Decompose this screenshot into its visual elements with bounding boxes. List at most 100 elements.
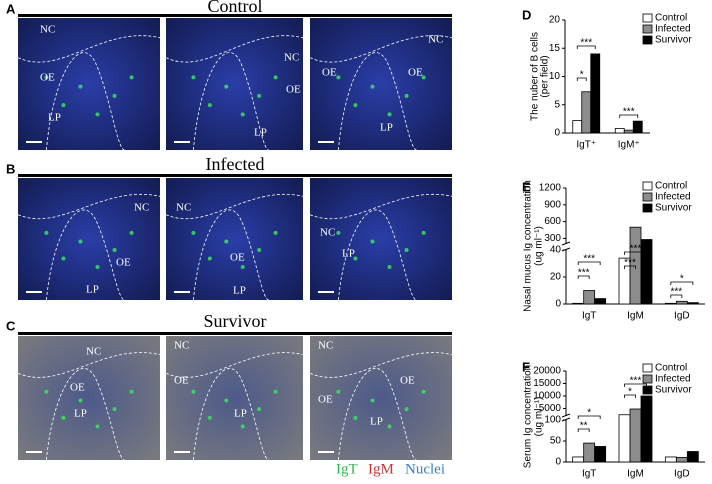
bar (594, 446, 607, 463)
igt-cell (404, 247, 409, 252)
tissue-outline (338, 209, 417, 301)
y-tick-label: 100 (544, 415, 561, 426)
legend-swatch (642, 203, 653, 213)
micrograph (310, 18, 452, 150)
region-label: NC (318, 340, 333, 352)
significance-bracket (576, 45, 596, 49)
significance-label: *** (623, 107, 635, 118)
x-tick-label: IgD (674, 311, 690, 322)
row-title: Control (207, 0, 262, 16)
significance-label: *** (670, 287, 682, 298)
igt-cell (44, 389, 49, 394)
significance-bracket (670, 294, 683, 298)
legend-label: Control (655, 363, 687, 374)
y-tick-label: 50 (550, 436, 562, 447)
igt-cell (370, 239, 375, 244)
bar (640, 239, 653, 305)
panel-letter: E (522, 179, 531, 194)
bar (675, 456, 688, 463)
igt-cell (191, 389, 196, 394)
significance-label: * (680, 274, 684, 285)
axis-break (561, 413, 571, 418)
region-label: NC (320, 227, 335, 239)
igt-cell (370, 84, 375, 89)
micrograph (18, 178, 160, 300)
legend-swatch (642, 192, 653, 202)
tissue-outline (46, 209, 125, 301)
tissue-outline (46, 52, 125, 151)
y-tick-label: 15000 (533, 378, 561, 389)
y-axis-label: Nasal mucus Ig concentration (523, 180, 534, 312)
stain-legend: Nuclei (405, 461, 445, 477)
igt-cell (240, 265, 245, 270)
igt-cell (129, 230, 134, 235)
igt-cell (336, 75, 341, 80)
legend-swatch (642, 385, 653, 395)
region-label: NC (86, 346, 101, 358)
igt-cell (224, 398, 229, 403)
legend-swatch (642, 374, 653, 384)
tissue-outline (17, 352, 161, 378)
legend-label: Control (655, 181, 687, 192)
axis-break (561, 241, 571, 246)
legend-swatch (642, 35, 653, 45)
tissue-outline (165, 35, 304, 63)
stain-legend: IgT (336, 461, 358, 477)
y-tick-label: 20 (549, 15, 561, 26)
region-label: LP (233, 285, 246, 297)
igt-cell (421, 230, 426, 235)
bar (664, 456, 677, 463)
igt-cell (207, 415, 212, 420)
legend-swatch (642, 24, 653, 34)
region-label: OE (286, 84, 301, 96)
y-tick-label: 5 (554, 99, 560, 110)
y-tick-label: 20 (550, 272, 562, 283)
igt-cell (191, 75, 196, 80)
y-tick-label: 5000 (539, 403, 562, 414)
tissue-outline (46, 368, 125, 461)
y-tick-label: 1200 (539, 183, 562, 194)
bar (629, 408, 642, 463)
igt-cell (421, 389, 426, 394)
x-tick-label: IgT (582, 469, 596, 480)
igt-cell (421, 75, 426, 80)
significance-bracket (577, 261, 601, 265)
significance-label: *** (578, 268, 590, 279)
panel-letter: C (6, 318, 16, 333)
region-label: LP (254, 127, 267, 139)
tissue-outline (17, 35, 161, 63)
x-tick-label: IgD (674, 469, 690, 480)
panel-letter: D (522, 7, 531, 22)
igt-cell (112, 247, 117, 252)
region-label: NC (176, 202, 191, 214)
micrograph (166, 18, 303, 150)
y-tick-label: 10000 (533, 391, 561, 402)
y-tick-label: 10 (549, 71, 561, 82)
bar (590, 53, 601, 134)
legend-label: Infected (655, 24, 691, 35)
y-axis-unit: (ug ml⁻¹) (534, 226, 545, 266)
region-label: LP (370, 416, 383, 428)
tissue-outline (193, 209, 269, 301)
bar (675, 300, 688, 305)
region-label: OE (230, 252, 245, 264)
bar (594, 298, 607, 305)
igt-cell (273, 75, 278, 80)
significance-label: *** (630, 244, 642, 255)
igt-cell (240, 424, 245, 429)
y-tick-label: 15 (549, 43, 561, 54)
significance-label: *** (624, 258, 636, 269)
igt-cell (207, 103, 212, 108)
significance-bracket (624, 265, 636, 269)
bar (583, 290, 596, 305)
bar (640, 395, 653, 463)
legend-label: Survivor (655, 203, 692, 214)
micrograph (166, 336, 303, 460)
igt-cell (95, 265, 100, 270)
y-tick-label: 40 (550, 245, 562, 256)
igt-cell (257, 93, 262, 98)
region-label: OE (400, 375, 415, 387)
x-tick-label: IgM⁺ (618, 140, 640, 151)
legend-swatch (642, 363, 653, 373)
region-label: NC (40, 24, 55, 36)
